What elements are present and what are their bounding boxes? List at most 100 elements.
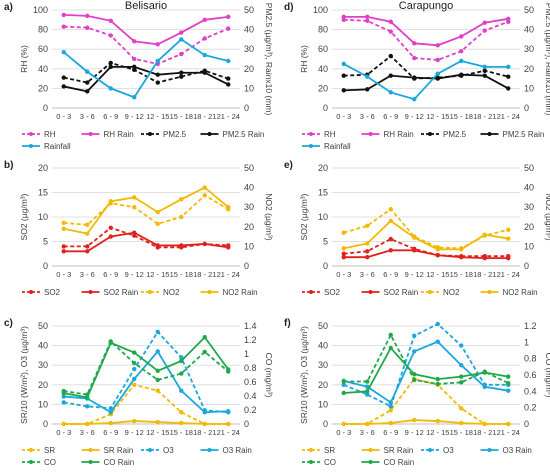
data-point <box>179 74 184 79</box>
data-point <box>365 241 370 246</box>
x-tick-label: 12 - 15 <box>146 112 169 121</box>
data-point <box>226 14 231 20</box>
data-point <box>506 86 511 91</box>
data-point <box>155 42 160 47</box>
data-point <box>85 222 90 228</box>
data-point <box>226 245 231 250</box>
data-point <box>85 404 90 409</box>
legend-marker <box>428 448 432 452</box>
legend-marker <box>207 132 212 136</box>
y-right-axis-label: PM2.5 (µg/m³), Rainx10 (mm) <box>544 3 550 116</box>
data-point <box>482 64 487 70</box>
x-tick-label: 18 - 21 <box>473 112 496 121</box>
legend-label: SO2 <box>44 288 61 297</box>
data-point <box>365 223 370 229</box>
legend-label: CO Rain <box>384 458 415 467</box>
x-tick-label: 6 - 9 <box>383 428 398 437</box>
x-tick-label: 0 - 3 <box>56 428 71 437</box>
x-tick-label: 0 - 3 <box>56 112 71 121</box>
legend-marker <box>207 290 212 294</box>
y-tick-label: 0 <box>323 419 328 429</box>
x-tick-label: 12 - 15 <box>146 270 169 279</box>
data-point <box>388 345 393 351</box>
legend-marker <box>487 290 492 294</box>
data-point <box>435 339 440 344</box>
y-tick-label: 30 <box>318 360 328 370</box>
data-point <box>155 58 160 64</box>
data-point <box>226 58 231 64</box>
data-point <box>388 206 393 212</box>
series-line-no2 <box>343 207 509 250</box>
series-line-rainfall <box>343 60 509 101</box>
data-point <box>61 220 66 226</box>
data-point <box>365 392 370 397</box>
y-tick-label: 20 <box>38 83 48 93</box>
legend-marker <box>88 448 93 452</box>
data-point <box>388 408 393 413</box>
y-right-tick-label: 20 <box>244 222 254 232</box>
y-right-tick-label: 50 <box>524 163 534 173</box>
data-point <box>412 55 417 61</box>
data-point <box>459 72 464 77</box>
y-right-axis-label: CO (mg/m³) <box>264 353 274 398</box>
x-tick-label: 15 - 18 <box>170 270 193 279</box>
legend-label: SO2 Rain <box>104 288 139 297</box>
data-point <box>459 247 464 252</box>
y-tick-label: 20 <box>38 380 48 390</box>
data-point <box>132 360 137 366</box>
data-point <box>365 421 370 427</box>
data-point <box>108 86 113 91</box>
data-point <box>341 382 346 387</box>
legend-marker <box>487 448 492 452</box>
data-point <box>85 80 90 85</box>
series-line-no2 <box>63 194 229 226</box>
y-tick-label: 10 <box>38 212 48 222</box>
chart-panel-a: 0 20 40 60 80 100 0 10 20 30 40 50 0 - 3 3 - 6 6 - 9 9 … <box>4 0 274 151</box>
data-point <box>61 12 66 18</box>
legend-marker <box>29 132 33 136</box>
chart-panel-e: 0 5 10 15 20 0 10 20 30 40 50 0 - 3 3 - 6 6 - 9 9 - 12… <box>284 160 550 297</box>
y-right-tick-label: 50 <box>244 5 254 15</box>
y-tick-label: 10 <box>318 399 328 409</box>
data-point <box>61 24 66 29</box>
data-point <box>412 377 417 383</box>
legend-marker <box>29 460 33 464</box>
x-tick-label: 6 - 9 <box>103 270 118 279</box>
x-tick-label: 6 - 9 <box>103 428 118 437</box>
x-tick-label: 18 - 21 <box>193 270 216 279</box>
data-point <box>179 70 184 75</box>
series-line-no2-rain <box>343 219 509 251</box>
legend-marker <box>309 290 313 294</box>
series-line-sr <box>63 383 229 425</box>
data-point <box>388 73 393 78</box>
chart-panel-d: 0 20 40 60 80 100 0 10 20 30 40 50 0 - 3 3 - 6 6 - 9 9 … <box>284 0 550 151</box>
y-right-tick-label: 10 <box>244 83 254 93</box>
legend-label: O3 Rain <box>223 446 252 455</box>
data-point <box>179 51 184 57</box>
y-tick-label: 40 <box>38 341 48 351</box>
legend-label: CO <box>44 458 56 467</box>
x-tick-label: 0 - 3 <box>336 112 351 121</box>
data-point <box>482 28 487 33</box>
data-point <box>179 30 184 35</box>
data-point <box>459 48 464 54</box>
chart-panel-b: 0 5 10 15 20 0 10 20 30 40 50 0 - 3 3 - 6 6 - 9 9 - 12… <box>4 160 274 297</box>
x-tick-label: 15 - 18 <box>450 428 473 437</box>
data-point <box>179 420 184 426</box>
y-right-tick-label: 0.2 <box>524 403 537 413</box>
data-point <box>179 37 184 42</box>
x-tick-label: 3 - 6 <box>80 112 95 121</box>
data-point <box>202 193 207 198</box>
data-point <box>341 421 346 427</box>
data-point <box>506 374 511 379</box>
data-point <box>459 406 464 411</box>
x-tick-label: 9 - 12 <box>405 428 424 437</box>
data-point <box>108 18 113 23</box>
data-point <box>202 410 207 415</box>
panel-label: d) <box>284 2 293 13</box>
data-point <box>412 333 417 338</box>
data-point <box>132 350 137 355</box>
data-point <box>388 90 393 95</box>
y-right-tick-label: 20 <box>524 222 534 232</box>
x-tick-label: 12 - 15 <box>426 270 449 279</box>
